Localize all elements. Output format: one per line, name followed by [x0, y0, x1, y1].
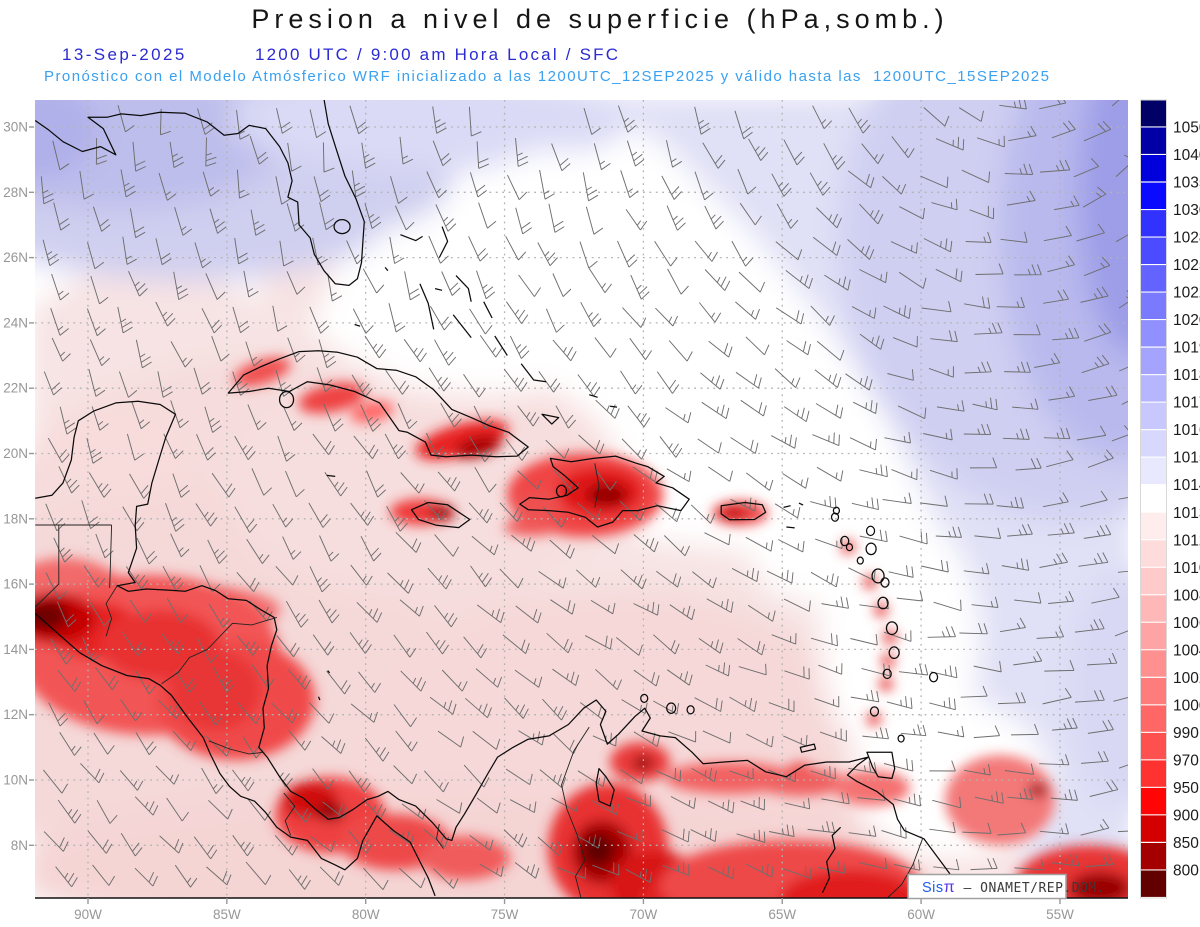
lon-tick-label: 70W: [630, 907, 658, 922]
lon-tick-label: 55W: [1046, 907, 1074, 922]
lon-tick-label: 85W: [213, 907, 241, 922]
colorbar-segment: [1140, 237, 1167, 264]
lat-tick-label: 24N: [3, 315, 28, 330]
colorbar-tick-label: 1020: [1173, 312, 1200, 329]
colorbar-tick-label: 1002: [1173, 670, 1200, 687]
lon-tick-label: 60W: [907, 907, 935, 922]
lon-tick-label: 75W: [491, 907, 519, 922]
colorbar-segment: [1140, 485, 1167, 512]
attribution: Sisπ – ONAMET/REP.DOM.: [907, 873, 1105, 900]
colorbar-tick-label: 1019: [1173, 340, 1200, 357]
valid-date: 13-Sep-2025: [62, 45, 187, 64]
colorbar-segment: [1140, 182, 1167, 209]
colorbar-tick-label: 800: [1173, 863, 1199, 880]
colorbar-segment: [1140, 430, 1167, 457]
colorbar-segment: [1140, 567, 1167, 595]
colorbar-segment: [1140, 457, 1167, 485]
lon-tick-label: 90W: [74, 907, 102, 922]
valid-time: 1200 UTC / 9:00 am Hora Local / SFC: [255, 45, 621, 64]
colorbar-tick-label: 1022: [1173, 285, 1200, 302]
colorbar-segment: [1140, 760, 1167, 787]
colorbar-tick-label: 990: [1173, 725, 1199, 742]
coastlines: [35, 100, 968, 898]
lon-axis: 90W 85W 80W 75W 70W 65W 60W 55W: [74, 898, 1074, 922]
colorbar-tick-label: 1010: [1173, 560, 1200, 577]
colorbar-segment: [1140, 320, 1167, 347]
colorbar-tick-label: 1000: [1173, 697, 1200, 714]
colorbar-segment: [1140, 815, 1167, 842]
colorbar-tick-label: 1017: [1173, 395, 1200, 412]
colorbar-tick-label: 1028: [1173, 230, 1200, 247]
pi-icon: π: [944, 879, 956, 896]
lat-tick-label: 20N: [3, 446, 28, 461]
colorbar-tick-label: 1004: [1173, 642, 1200, 659]
lat-tick-label: 28N: [3, 185, 28, 200]
colorbar-tick-label: 1016: [1173, 422, 1200, 439]
lon-tick-label: 65W: [768, 907, 796, 922]
forecast-description: Pronóstico con el Modelo Atmósferico WRF…: [44, 68, 1051, 85]
colorbar-segment: [1140, 540, 1167, 567]
colorbar-segment: [1140, 127, 1167, 154]
colorbar-segment: [1140, 595, 1167, 622]
page-title: Presion a nivel de superficie (hPa,somb.…: [251, 4, 949, 34]
colorbar-segment: [1140, 265, 1167, 292]
colorbar-tick-label: 1030: [1173, 202, 1200, 219]
lat-axis: 30N 28N 26N 24N 22N 20N 18N 16N 14N 12N 10N 8N: [3, 120, 34, 853]
lat-tick-label: 14N: [3, 642, 28, 657]
lat-tick-label: 12N: [3, 707, 28, 722]
colorbar-segment: [1140, 347, 1167, 375]
lat-tick-label: 30N: [3, 120, 28, 135]
colorbar-tick-label: 1035: [1173, 175, 1200, 192]
colorbar-segment: [1140, 512, 1167, 540]
lat-tick-label: 8N: [11, 838, 28, 853]
colorbar-tick-label: 950: [1173, 780, 1199, 797]
colorbar-segment: [1140, 650, 1167, 677]
attribution-brand: Sis: [922, 880, 944, 896]
colorbar-tick-label: 850: [1173, 835, 1199, 852]
political-borders: [35, 463, 923, 898]
svg-text:Sisπ – ONAMET/REP.DOM.: Sisπ – ONAMET/REP.DOM.: [922, 879, 1105, 896]
colorbar-segment: [1140, 677, 1167, 705]
colorbar-tick-label: 1050: [1173, 120, 1200, 137]
colorbar-segment: [1140, 100, 1167, 127]
colorbar-tick-label: 1006: [1173, 615, 1200, 632]
lat-tick-label: 10N: [3, 773, 28, 788]
colorbar-tick-label: 970: [1173, 752, 1199, 769]
colorbar-tick-label: 1040: [1173, 147, 1200, 164]
colorbar-segment: [1140, 705, 1167, 732]
lat-tick-label: 22N: [3, 381, 28, 396]
colorbar-tick-label: 1013: [1173, 505, 1200, 522]
colorbar-segment: [1140, 843, 1167, 870]
colorbar: 1050 1040 1035 1030 1028 1025 1022 1020 1019 1018…: [1140, 99, 1200, 899]
lon-tick-label: 80W: [352, 907, 380, 922]
attribution-text: – ONAMET/REP.DOM.: [955, 881, 1105, 896]
colorbar-segment: [1140, 870, 1167, 897]
colorbar-segment: [1140, 732, 1167, 760]
colorbar-segment: [1140, 155, 1167, 182]
wind-barbs: [40, 100, 1128, 891]
colorbar-tick-label: 1018: [1173, 367, 1200, 384]
colorbar-segment: [1140, 787, 1167, 815]
colorbar-segment: [1140, 622, 1167, 650]
colorbar-segment: [1140, 402, 1167, 430]
colorbar-tick-label: 1012: [1173, 532, 1200, 549]
colorbar-segment: [1140, 210, 1167, 237]
colorbar-tick-label: 1014: [1173, 477, 1200, 494]
colorbar-tick-label: 1025: [1173, 257, 1200, 274]
pressure-shading-lows: [35, 357, 1128, 898]
colorbar-segment: [1140, 292, 1167, 319]
lat-tick-label: 18N: [3, 511, 28, 526]
colorbar-tick-label: 900: [1173, 807, 1199, 824]
colorbar-tick-label: 1015: [1173, 450, 1200, 467]
lat-tick-label: 26N: [3, 250, 28, 265]
colorbar-tick-label: 1008: [1173, 587, 1200, 604]
lat-tick-label: 16N: [3, 577, 28, 592]
colorbar-segment: [1140, 375, 1167, 402]
